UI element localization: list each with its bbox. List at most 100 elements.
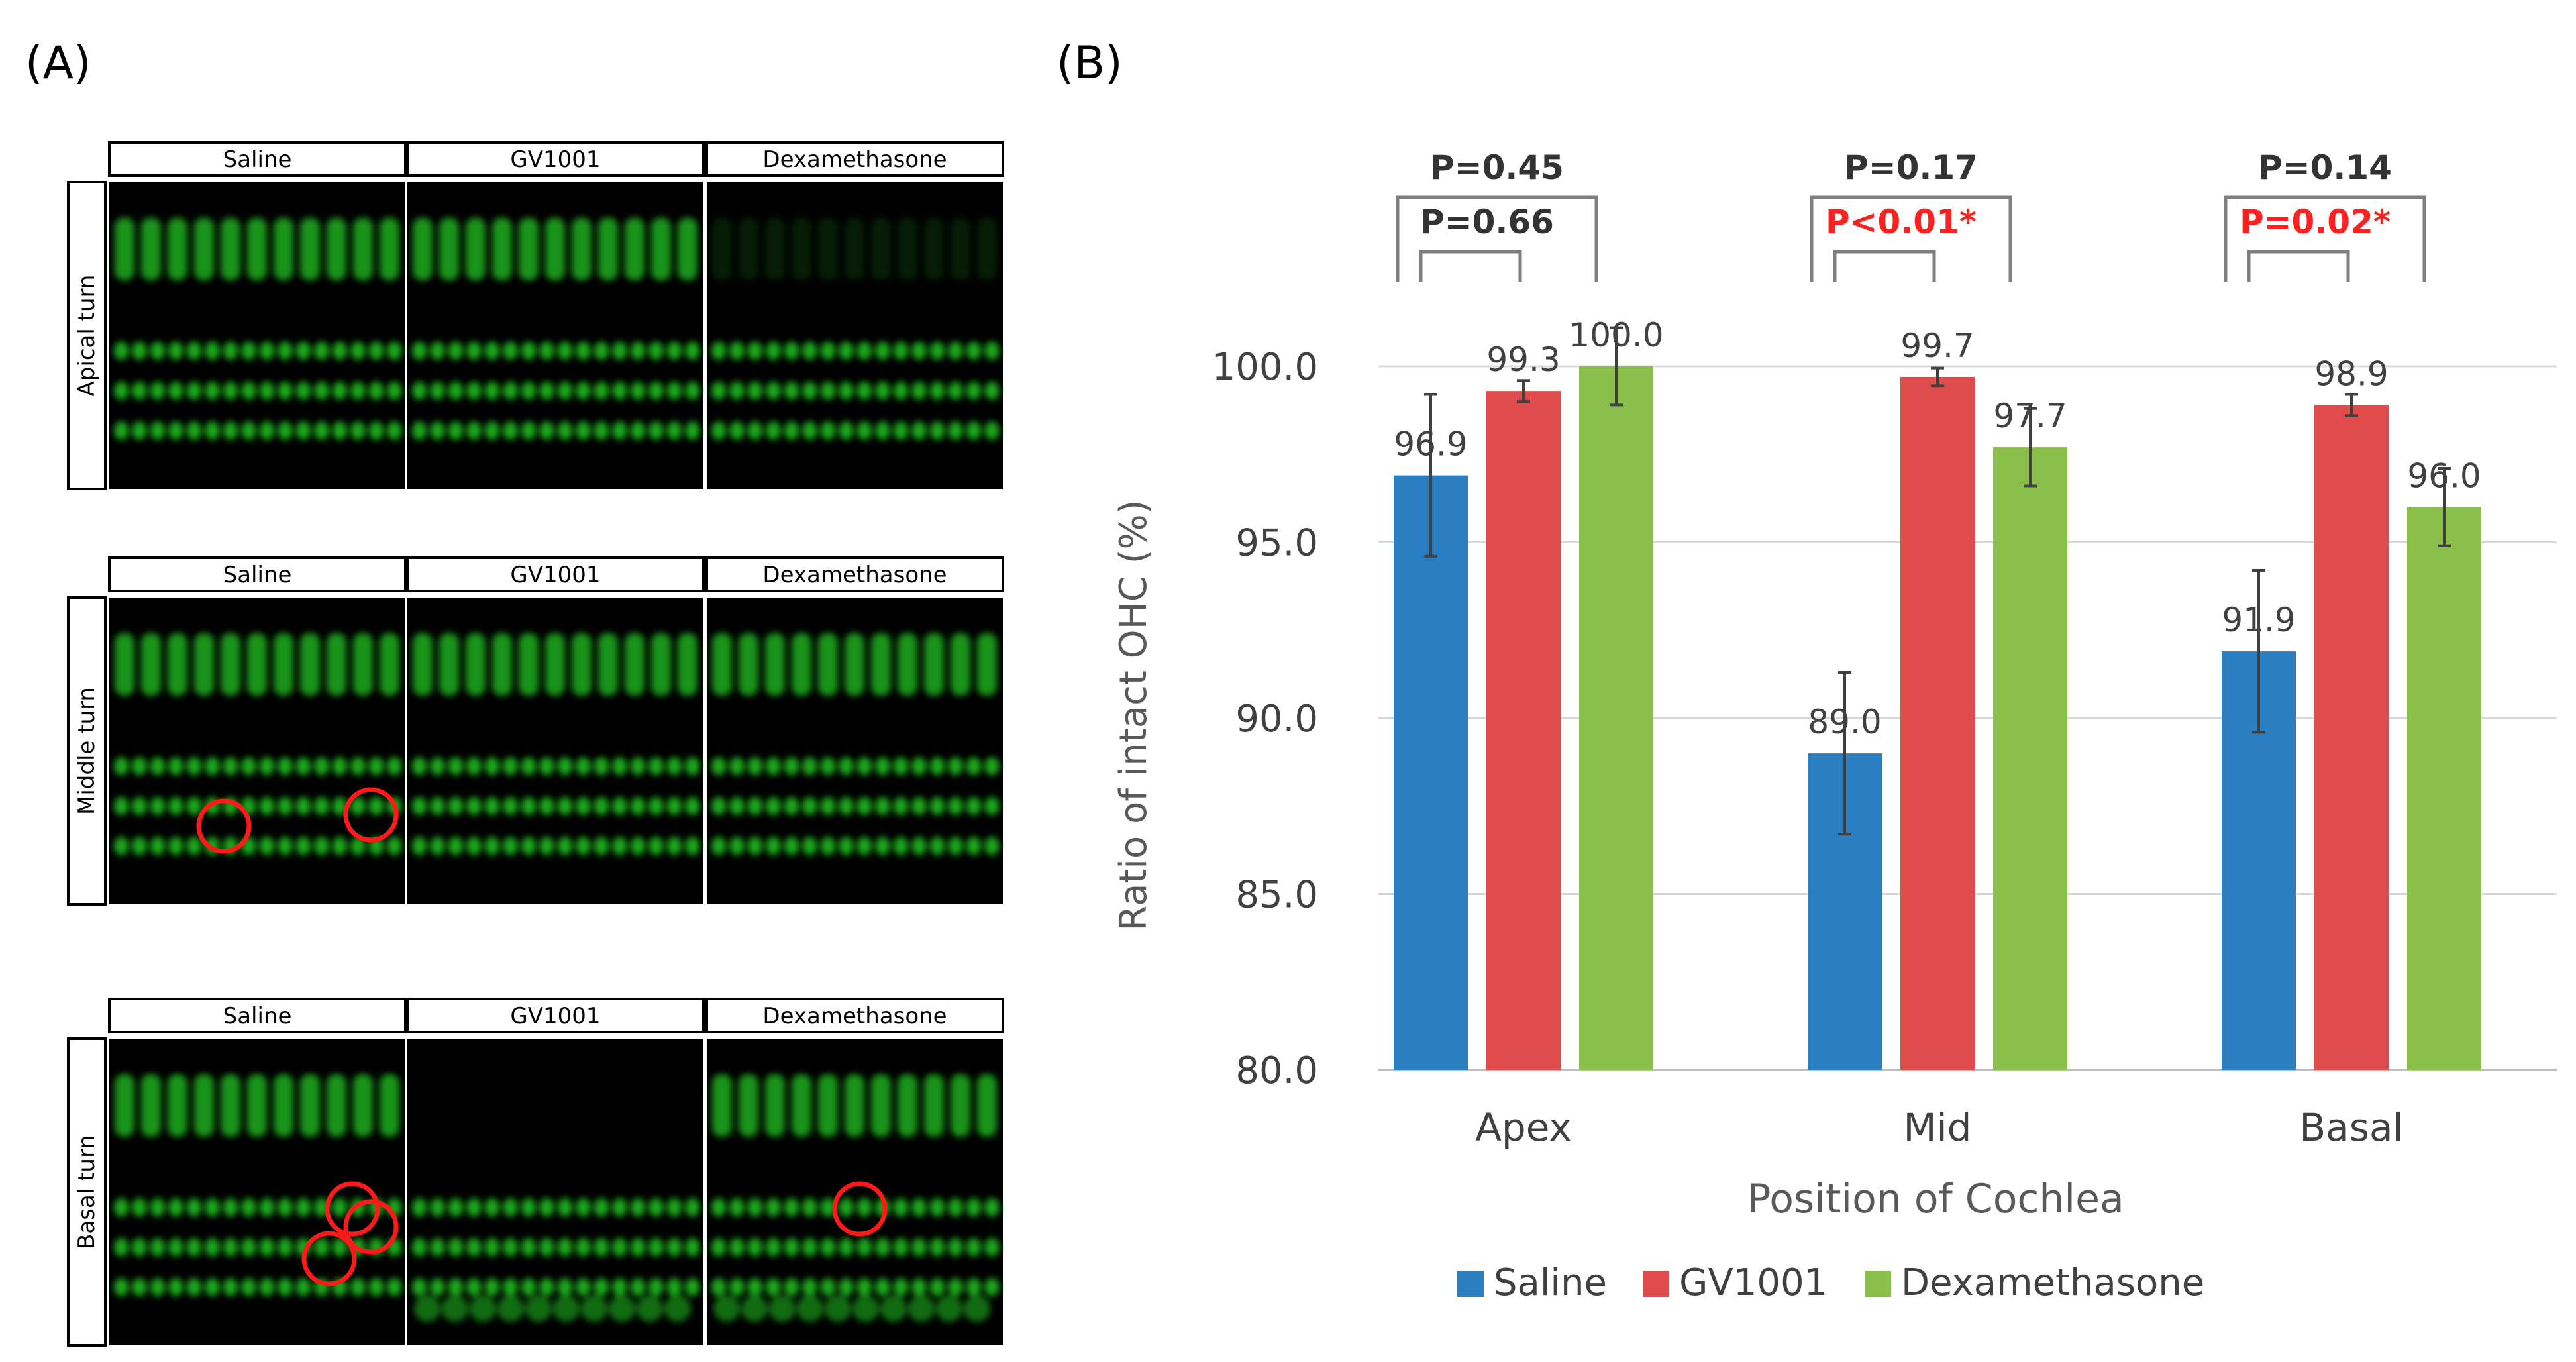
row-label: Middle turn xyxy=(74,687,100,815)
outer-hair-cell xyxy=(612,1198,627,1217)
outer-hair-cell xyxy=(296,381,311,400)
outer-hair-cell xyxy=(667,837,682,856)
outer-hair-cell xyxy=(412,1237,427,1257)
outer-bracket xyxy=(2224,195,2426,282)
outer-hair-cell xyxy=(784,837,799,856)
outer-hair-cell xyxy=(150,1198,165,1217)
outer-hair-cell xyxy=(766,757,781,776)
outer-hair-cell xyxy=(150,1237,165,1257)
outer-hair-cell xyxy=(911,1237,927,1257)
inner-hair-cell xyxy=(545,633,565,696)
outer-hair-cell xyxy=(558,1198,572,1217)
outer-hair-cell xyxy=(911,796,927,815)
support-cell xyxy=(908,1295,935,1322)
outer-hair-cell xyxy=(521,1198,536,1217)
outer-hair-cell xyxy=(412,837,427,856)
inner-hair-cell xyxy=(739,633,758,696)
outer-hair-cell xyxy=(448,1237,463,1257)
outer-hair-cell xyxy=(711,1237,726,1257)
column-header: GV1001 xyxy=(510,562,600,588)
significance-brackets: P=0.45 P=0.66 P=0.17 P<0.01* P=0.14 P=0.02* xyxy=(1396,148,2426,282)
outer-hair-cell xyxy=(667,796,682,815)
microscopy-panel: Apical turn Saline GV1001 Dexamethasone Midd… xyxy=(67,141,1004,1347)
outer-hair-cell xyxy=(296,757,311,776)
outer-hair-cell xyxy=(241,757,256,776)
outer-hair-cell xyxy=(448,837,463,856)
inner-hair-cell xyxy=(221,633,240,696)
inner-hair-cell xyxy=(651,633,671,696)
outer-hair-cell xyxy=(114,1278,129,1297)
outer-hair-cell xyxy=(966,421,981,441)
outer-hair-cell xyxy=(839,421,854,441)
outer-hair-cell xyxy=(485,341,499,360)
missing-cell-marker xyxy=(343,1199,399,1255)
inner-hair-cell xyxy=(898,217,917,281)
inner-hair-cell xyxy=(765,217,785,281)
outer-hair-cell xyxy=(948,341,963,360)
hair-cell-rows xyxy=(114,1074,402,1297)
outer-hair-cell xyxy=(667,757,682,776)
outer-hair-cell xyxy=(187,1237,201,1257)
outer-hair-cell xyxy=(412,341,427,360)
outer-hair-cell xyxy=(802,757,817,776)
outer-hair-cell xyxy=(260,837,274,856)
support-cell xyxy=(414,1295,440,1322)
error-bar xyxy=(1517,379,1530,403)
data-label: 96.0 xyxy=(2407,456,2481,495)
inner-hair-cell xyxy=(924,633,944,696)
inner-hair-cell xyxy=(492,217,512,281)
outer-hair-cell xyxy=(314,757,329,776)
outer-hair-cell xyxy=(114,796,129,815)
inner-hair-cell xyxy=(792,633,811,696)
outer-hair-cell xyxy=(711,837,726,856)
y-tick-label: 85.0 xyxy=(1235,874,1318,917)
row-label-box: Middle turn xyxy=(67,596,107,906)
outer-hair-cell xyxy=(648,341,664,360)
hair-cell-rows xyxy=(412,1198,700,1322)
inner-hair-cell xyxy=(168,633,187,696)
inner-hair-cell xyxy=(353,217,373,281)
outer-hair-cell xyxy=(948,796,963,815)
outer-hair-cell xyxy=(911,1198,927,1217)
micrograph xyxy=(707,182,1003,489)
inner-hair-cell xyxy=(712,633,732,696)
outer-hair-cell xyxy=(594,341,609,360)
outer-hair-cell xyxy=(612,837,627,856)
inner-hair-cell xyxy=(818,633,838,696)
outer-hair-cell xyxy=(594,796,609,815)
outer-hair-cell xyxy=(966,757,981,776)
outer-hair-cell xyxy=(784,1237,799,1257)
outer-hair-cell xyxy=(875,1278,890,1297)
significance-bracket: P=0.45 P=0.66 xyxy=(1396,148,1598,282)
bar xyxy=(1486,391,1561,1071)
outer-hair-cell xyxy=(930,1237,945,1257)
support-cell xyxy=(609,1295,635,1322)
inner-hair-cell xyxy=(466,217,486,281)
inner-hair-cell xyxy=(221,217,240,281)
outer-hair-cell xyxy=(612,421,627,441)
outer-hair-cell xyxy=(802,341,817,360)
inner-hair-cell xyxy=(300,1074,320,1137)
outer-hair-cell xyxy=(576,1237,591,1257)
outer-hair-cell xyxy=(223,1278,238,1297)
outer-hair-cell xyxy=(857,1198,872,1217)
outer-hair-cell xyxy=(278,381,293,400)
missing-cell-marker xyxy=(301,1231,357,1286)
outer-hair-cell xyxy=(448,341,463,360)
outer-hair-cell xyxy=(667,1198,682,1217)
outer-hair-cell xyxy=(448,421,463,441)
outer-hair-cell xyxy=(521,421,536,441)
outer-hair-cell xyxy=(539,1237,554,1257)
outer-hair-cell xyxy=(984,1278,1000,1297)
missing-cell-marker xyxy=(832,1181,888,1237)
outer-hair-cell xyxy=(875,341,890,360)
data-label: 99.7 xyxy=(1900,327,1974,365)
outer-hair-cell xyxy=(711,381,726,400)
outer-hair-cell xyxy=(576,837,591,856)
outer-hair-cell xyxy=(766,1237,781,1257)
outer-hair-cell xyxy=(412,381,427,400)
outer-hair-cell xyxy=(948,757,963,776)
outer-hair-cell xyxy=(278,341,293,360)
error-bar xyxy=(2345,393,2358,417)
outer-hair-cell xyxy=(748,1278,762,1297)
